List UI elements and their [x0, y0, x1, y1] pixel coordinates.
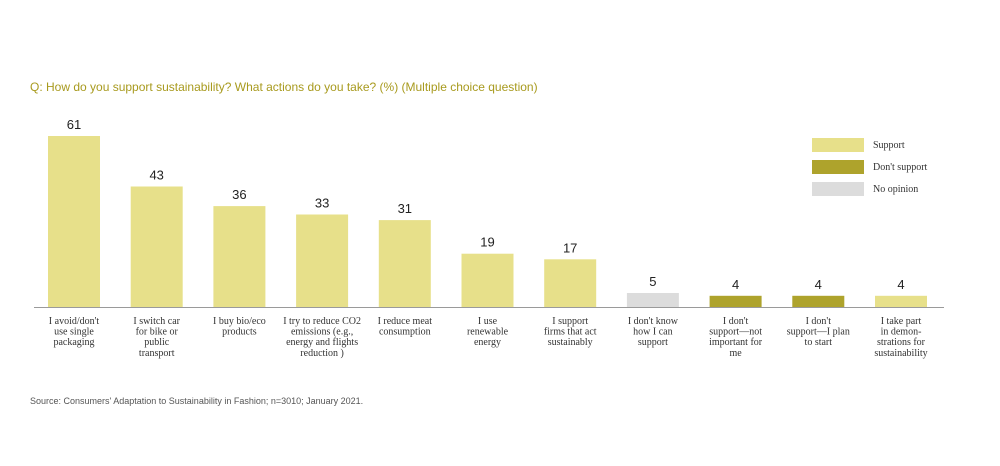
value-label-2: 43 — [149, 168, 163, 183]
bar-3 — [213, 206, 266, 307]
chart-question-title: Q: How do you support sustainability? Wh… — [30, 80, 538, 94]
category-label-1: I avoid/don't use single packaging — [49, 316, 100, 348]
bars-layer — [34, 136, 944, 308]
value-label-5: 31 — [398, 201, 412, 216]
value-label-4: 33 — [315, 196, 329, 211]
category-label-9: I don't support—not important for me — [709, 316, 763, 359]
category-label-4: I try to reduce CO2 emissions (e.g., energ… — [283, 316, 361, 359]
value-label-8: 5 — [649, 274, 656, 289]
bar-2 — [130, 186, 183, 307]
category-label-6: I use renewable energy — [467, 316, 509, 348]
category-label-3: I buy bio/eco products — [213, 316, 266, 338]
bar-5 — [378, 220, 431, 307]
value-label-9: 4 — [732, 277, 739, 292]
value-label-3: 36 — [232, 187, 246, 202]
chart-source-note: Source: Consumers' Adaptation to Sustain… — [30, 396, 364, 406]
legend-swatch-dont-support — [812, 160, 864, 174]
value-label-7: 17 — [563, 240, 577, 255]
category-label-2: I switch car for bike or public transport — [133, 316, 180, 359]
legend-swatch-no-opinion — [812, 182, 864, 196]
value-label-10: 4 — [815, 277, 822, 292]
bar-4 — [296, 214, 349, 307]
bar-9 — [709, 295, 762, 307]
legend-label-no-opinion: No opinion — [873, 184, 918, 195]
value-label-6: 19 — [480, 235, 494, 250]
bar-6 — [461, 253, 514, 307]
bar-7 — [544, 259, 597, 307]
legend-label-support: Support — [873, 140, 905, 151]
bar-1 — [48, 136, 100, 307]
category-label-10: I don't support—I plan to start — [787, 316, 850, 348]
bar-8 — [626, 293, 679, 307]
category-label-8: I don't know how I can support — [628, 316, 679, 348]
legend-label-dont-support: Don't support — [873, 162, 928, 173]
bar-10 — [792, 295, 845, 307]
bar-11 — [875, 295, 927, 307]
category-label-7: I support firms that act sustainably — [544, 316, 597, 348]
legend-swatch-support — [812, 138, 864, 152]
value-label-11: 4 — [897, 277, 904, 292]
legend: Support Don't support No opinion — [812, 138, 928, 196]
value-label-1: 61 — [67, 117, 81, 132]
labels-layer: 61 I avoid/don't use single packaging 43 I sw… — [49, 117, 928, 359]
category-label-11: I take part in demon-strations for sustain… — [874, 316, 927, 359]
category-label-5: I reduce meat consumption — [378, 316, 433, 338]
